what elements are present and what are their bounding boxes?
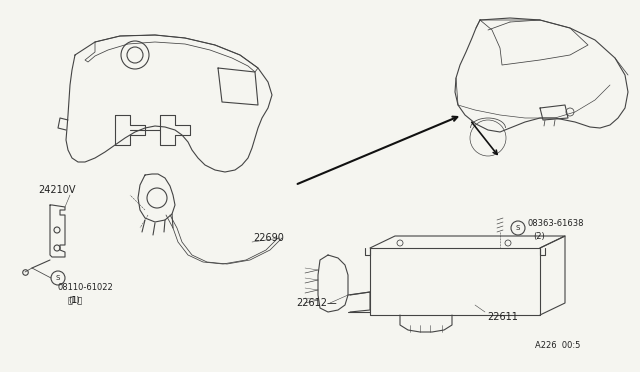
Text: S: S: [56, 275, 60, 281]
Text: 、1）: 、1）: [68, 295, 83, 305]
Text: A226  00:5: A226 00:5: [535, 340, 580, 350]
Text: S: S: [516, 225, 520, 231]
Text: 24210V: 24210V: [38, 185, 76, 195]
Text: 08363-61638: 08363-61638: [527, 219, 584, 228]
Text: (2): (2): [533, 231, 545, 241]
Text: (1): (1): [68, 295, 80, 305]
Text: 22690: 22690: [253, 233, 284, 243]
Text: 08110-61022: 08110-61022: [58, 283, 114, 292]
Text: 22611: 22611: [487, 312, 518, 322]
Text: 22612—: 22612—: [296, 298, 337, 308]
